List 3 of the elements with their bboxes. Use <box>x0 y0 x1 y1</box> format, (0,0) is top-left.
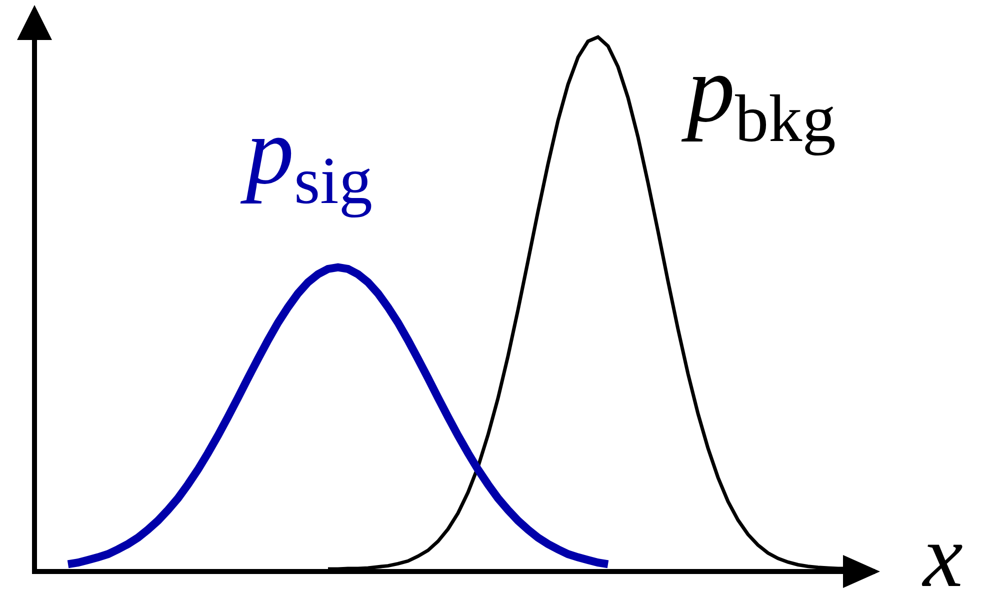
series-label: p$_{bkg}$ <box>681 35 836 156</box>
series-label: p$_{sig}$ <box>240 97 372 218</box>
x-axis-title: x <box>921 507 963 594</box>
